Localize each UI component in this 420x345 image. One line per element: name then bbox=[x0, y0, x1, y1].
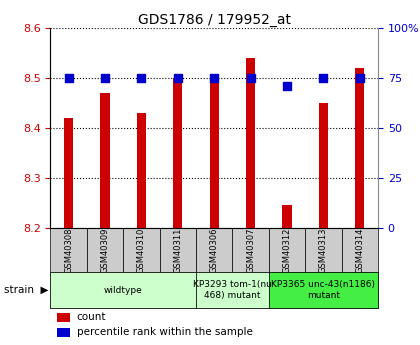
Point bbox=[138, 75, 145, 80]
Text: GSM40307: GSM40307 bbox=[246, 227, 255, 273]
Point bbox=[320, 75, 327, 80]
Text: GSM40311: GSM40311 bbox=[173, 227, 182, 273]
Bar bbox=[269, 272, 378, 308]
Point bbox=[211, 75, 218, 80]
Point bbox=[102, 75, 108, 80]
Bar bbox=[269, 228, 305, 272]
Text: GSM40313: GSM40313 bbox=[319, 227, 328, 273]
Point bbox=[65, 75, 72, 80]
Bar bbox=[282, 205, 291, 228]
Bar bbox=[173, 78, 182, 228]
Point bbox=[247, 75, 254, 80]
Text: percentile rank within the sample: percentile rank within the sample bbox=[76, 327, 252, 337]
Bar bbox=[305, 228, 341, 272]
Bar bbox=[137, 113, 146, 228]
Bar bbox=[355, 68, 365, 228]
Bar bbox=[87, 228, 123, 272]
Bar bbox=[50, 272, 196, 308]
Bar bbox=[210, 78, 219, 228]
Bar bbox=[196, 272, 269, 308]
Text: GSM40312: GSM40312 bbox=[283, 227, 291, 273]
Bar bbox=[123, 228, 160, 272]
Bar bbox=[232, 228, 269, 272]
Bar bbox=[64, 118, 73, 228]
Text: GSM40306: GSM40306 bbox=[210, 227, 219, 273]
Bar bbox=[160, 228, 196, 272]
Bar bbox=[246, 58, 255, 228]
Bar bbox=[57, 313, 70, 322]
Text: KP3365 unc-43(n1186)
mutant: KP3365 unc-43(n1186) mutant bbox=[271, 280, 375, 300]
Text: strain  ▶: strain ▶ bbox=[4, 285, 49, 295]
Bar bbox=[196, 228, 232, 272]
Title: GDS1786 / 179952_at: GDS1786 / 179952_at bbox=[138, 12, 291, 27]
Text: count: count bbox=[76, 312, 106, 322]
Text: GSM40308: GSM40308 bbox=[64, 227, 73, 273]
Point bbox=[357, 75, 363, 80]
Text: GSM40314: GSM40314 bbox=[355, 227, 364, 273]
Text: wildtype: wildtype bbox=[104, 286, 142, 295]
Point bbox=[284, 83, 290, 88]
Bar bbox=[57, 328, 70, 337]
Text: GSM40310: GSM40310 bbox=[137, 227, 146, 273]
Text: GSM40309: GSM40309 bbox=[100, 227, 110, 273]
Bar bbox=[50, 228, 87, 272]
Point bbox=[174, 75, 181, 80]
Bar bbox=[319, 103, 328, 228]
Bar bbox=[100, 93, 110, 228]
Text: KP3293 tom-1(nu
468) mutant: KP3293 tom-1(nu 468) mutant bbox=[193, 280, 272, 300]
Bar bbox=[341, 228, 378, 272]
